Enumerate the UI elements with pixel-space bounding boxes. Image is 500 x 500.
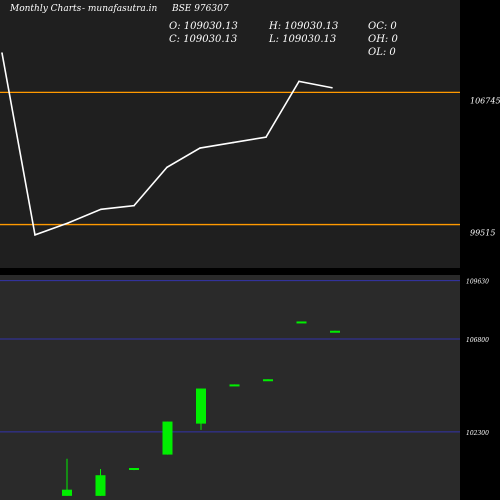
candle-panel-background	[0, 275, 460, 500]
candle-body	[62, 489, 72, 496]
gridline-label: 102300	[466, 430, 489, 437]
price-point	[133, 204, 135, 207]
open-value: O: 109030.13	[169, 21, 238, 32]
gridline-label: 109630	[466, 279, 489, 286]
candlestick-chart: 109630 106800 102300	[0, 279, 489, 496]
candle-body	[129, 468, 139, 471]
site-name[interactable]: - munafasutra.in	[82, 4, 158, 14]
price-point	[1, 52, 3, 54]
candle-body	[296, 321, 307, 324]
candle-body	[95, 475, 106, 496]
low-value: L: 109030.13	[269, 34, 337, 45]
ol-value: OL: 0	[368, 47, 396, 58]
oh-value: OH: 0	[368, 34, 398, 45]
candle-body	[263, 379, 273, 382]
line-chart: 106745 99515	[0, 52, 500, 238]
price-point	[166, 166, 168, 169]
level-label: 99515	[470, 229, 495, 238]
level-label: 106745	[470, 96, 500, 105]
price-point	[100, 208, 102, 211]
price-point	[199, 147, 201, 149]
price-point	[67, 222, 69, 224]
price-point	[265, 136, 267, 138]
candle-body	[162, 421, 173, 455]
candle-body	[330, 330, 340, 333]
price-point	[298, 80, 300, 83]
price-point	[331, 86, 333, 89]
candle-body	[229, 384, 240, 387]
close-value: C: 109030.13	[169, 34, 238, 45]
price-point	[34, 234, 36, 236]
high-value: H: 109030.13	[269, 21, 339, 32]
line-panel-background	[0, 0, 460, 268]
candle-body	[196, 388, 206, 424]
symbol-label: BSE 976307	[172, 4, 229, 14]
price-point	[232, 141, 234, 144]
oc-value: OC: 0	[368, 21, 397, 32]
chart-brand: Monthly Charts	[10, 4, 82, 14]
gridline-label: 106800	[466, 337, 489, 344]
